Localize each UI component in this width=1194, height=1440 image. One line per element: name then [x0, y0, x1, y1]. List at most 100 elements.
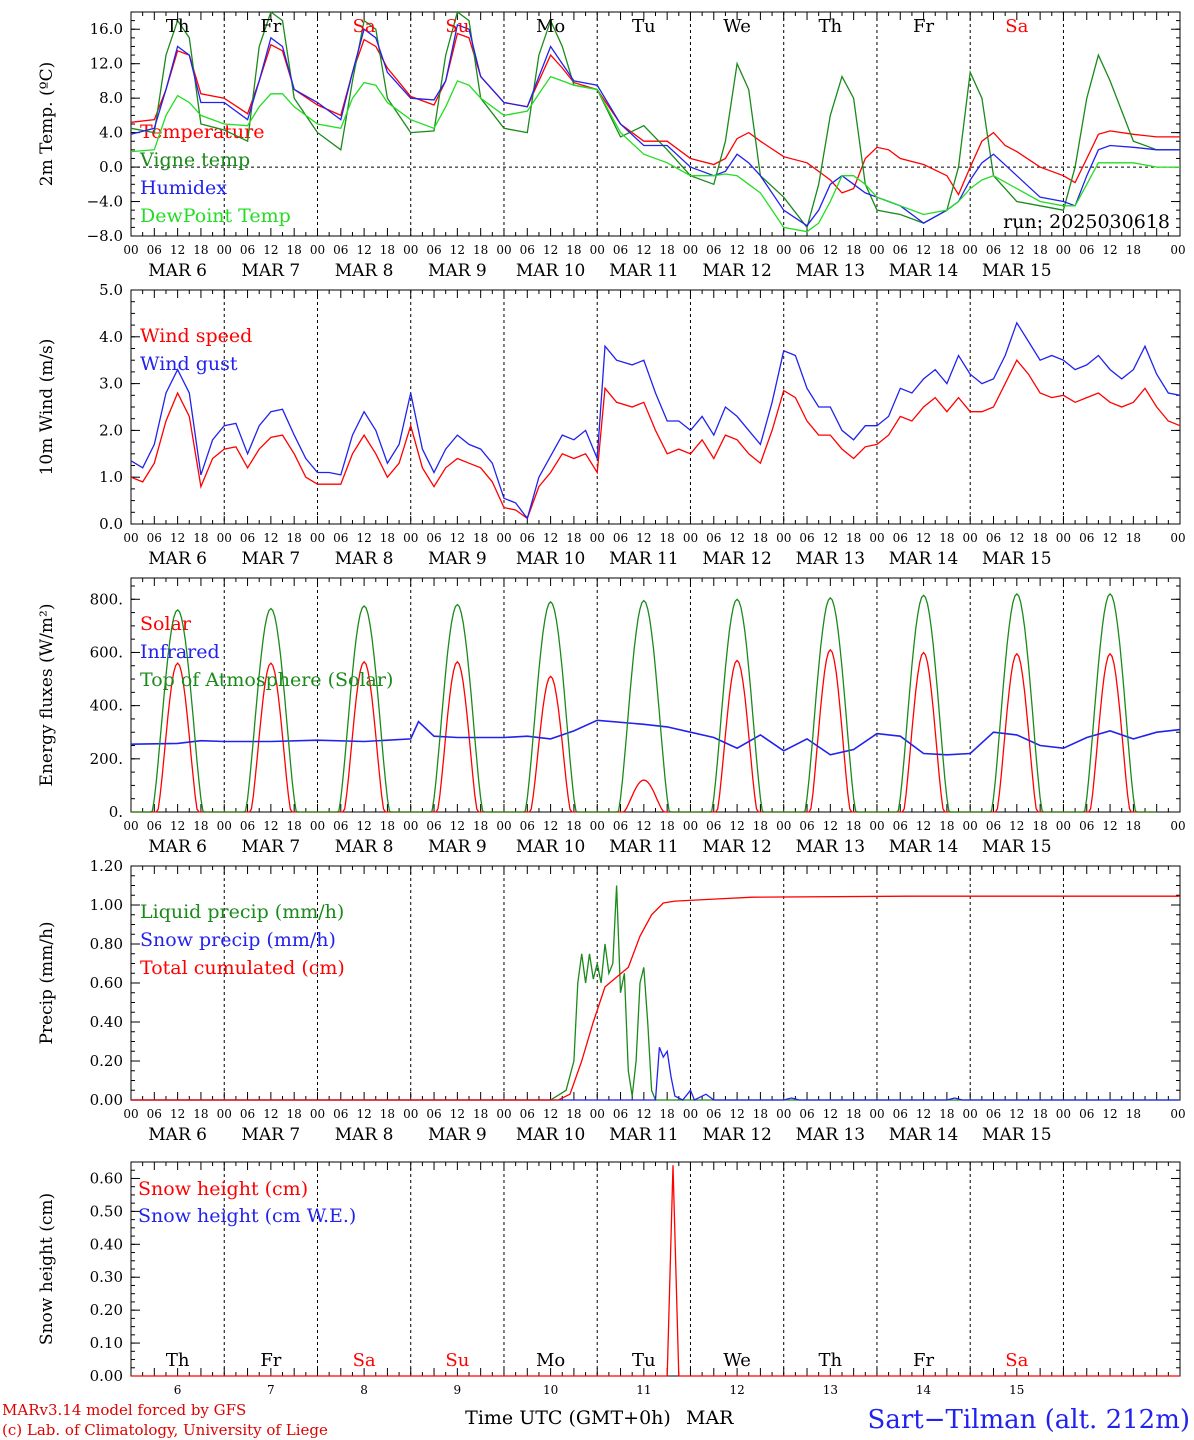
- hour-label: 00: [776, 1107, 791, 1121]
- hour-label: 12: [1009, 1107, 1024, 1121]
- hour-label: 06: [706, 1107, 721, 1121]
- series-line-liquid-precip-mm-h-: [131, 885, 1180, 1101]
- month-label: MAR 15: [982, 261, 1052, 281]
- hour-label: 12: [170, 819, 185, 833]
- hour-label: 00: [683, 531, 698, 545]
- hour-label: 12: [263, 1107, 278, 1121]
- x-axis-title: Time UTC (GMT+0h): [465, 1407, 671, 1429]
- month-label: MAR 14: [889, 261, 959, 281]
- hour-label: 00: [1170, 1107, 1185, 1121]
- hour-label: 00: [869, 1107, 884, 1121]
- day-name: Tu: [632, 16, 656, 37]
- month-label: MAR 7: [242, 1125, 301, 1145]
- legend-entry: Temperature: [140, 121, 264, 143]
- hour-label: 18: [939, 243, 954, 257]
- hour-label: 18: [473, 1107, 488, 1121]
- series-line-top-of-atmosphere-solar-: [131, 593, 1157, 813]
- hour-label: 12: [823, 243, 838, 257]
- hour-label: 06: [706, 531, 721, 545]
- month-label: MAR 7: [242, 549, 301, 569]
- y-tick-label: 0.50: [90, 1202, 123, 1220]
- legend-entry: Wind speed: [140, 325, 252, 347]
- y-tick-label: 0.00: [90, 1367, 123, 1385]
- hour-label: 12: [1102, 531, 1117, 545]
- hour-label: 18: [1126, 1107, 1141, 1121]
- series-line-wind-gust: [130, 321, 1181, 520]
- hour-label: 00: [123, 1107, 138, 1121]
- lab-credit: (c) Lab. of Climatology, University of L…: [2, 1421, 328, 1439]
- day-name: We: [723, 1350, 751, 1371]
- month-label: MAR 11: [609, 261, 679, 281]
- hour-label: 06: [613, 243, 628, 257]
- hour-label: 00: [123, 819, 138, 833]
- day-name: Fr: [260, 16, 281, 37]
- hour-label: 00: [869, 819, 884, 833]
- hour-label: 18: [1126, 819, 1141, 833]
- hour-label: 18: [939, 819, 954, 833]
- hour-label: 00: [123, 531, 138, 545]
- month-label: MAR 9: [428, 549, 487, 569]
- y-tick-label: 0.20: [90, 1301, 123, 1319]
- model-credit: MARv3.14 model forced by GFS: [2, 1401, 246, 1419]
- y-tick-label: 3.0: [99, 375, 123, 393]
- hour-label: 18: [753, 819, 768, 833]
- month-label: MAR 13: [796, 1125, 866, 1145]
- y-tick-label: 0.30: [90, 1268, 123, 1286]
- y-tick-label: 1.00: [90, 896, 123, 914]
- series-line-snow-precip-mm-h-: [131, 1047, 1180, 1101]
- hour-label: 06: [613, 531, 628, 545]
- hour-label: 18: [287, 243, 302, 257]
- hour-label: 06: [426, 531, 441, 545]
- hour-label: 06: [520, 243, 535, 257]
- y-tick-label: 0.40: [90, 1013, 123, 1031]
- station-title: Sart−Tilman (alt. 212m): [868, 1405, 1190, 1435]
- hour-label: 00: [963, 531, 978, 545]
- hour-label: 12: [170, 243, 185, 257]
- hour-label: 06: [986, 531, 1001, 545]
- hour-label: 12: [729, 531, 744, 545]
- hour-label: 06: [333, 1107, 348, 1121]
- hour-label: 06: [986, 1107, 1001, 1121]
- hour-label: 18: [193, 1107, 208, 1121]
- hour-label: 18: [473, 819, 488, 833]
- hour-label: 12: [1009, 243, 1024, 257]
- hour-label: 12: [543, 243, 558, 257]
- hour-label: 12: [263, 819, 278, 833]
- hour-label: 12: [170, 531, 185, 545]
- hour-label: 18: [193, 243, 208, 257]
- legend-entry: Humidex: [140, 177, 227, 199]
- day-name: Fr: [260, 1350, 281, 1371]
- hour-label: 12: [450, 243, 465, 257]
- hour-label: 12: [916, 1107, 931, 1121]
- day-name: Th: [819, 16, 843, 37]
- day-name: Th: [166, 1350, 190, 1371]
- y-tick-label: 1.0: [99, 468, 123, 486]
- legend-entry: Vigne temp: [139, 149, 250, 171]
- month-label: MAR 8: [335, 1125, 394, 1145]
- y-tick-label: 0.10: [90, 1334, 123, 1352]
- hour-label: 18: [846, 243, 861, 257]
- hour-label: 00: [1056, 531, 1071, 545]
- hour-label: 18: [1032, 531, 1047, 545]
- month-label: MAR 14: [889, 1125, 959, 1145]
- hour-label: 06: [799, 819, 814, 833]
- hour-label: 12: [823, 1107, 838, 1121]
- hour-label: 06: [706, 819, 721, 833]
- hour-label: 18: [380, 819, 395, 833]
- day-number: 10: [543, 1383, 558, 1397]
- hour-label: 00: [403, 531, 418, 545]
- panel-4: 1.20 1.00 0.80 0.60 0.40 0.20 0.00 Precip (mm/h…: [37, 857, 1186, 1145]
- legend-entry: Total cumulated (cm): [140, 957, 345, 979]
- day-name: Sa: [1005, 16, 1028, 37]
- hour-label: 06: [240, 1107, 255, 1121]
- y-tick-label: −8.0: [87, 227, 123, 245]
- day-number: 11: [636, 1383, 651, 1397]
- month-label: MAR 6: [148, 549, 207, 569]
- series-line-dewpoint-temp: [130, 75, 1180, 233]
- hour-label: 00: [683, 243, 698, 257]
- hour-label: 00: [403, 243, 418, 257]
- hour-label: 00: [1056, 1107, 1071, 1121]
- hour-label: 18: [566, 819, 581, 833]
- legend-entry: Wind gust: [140, 353, 238, 375]
